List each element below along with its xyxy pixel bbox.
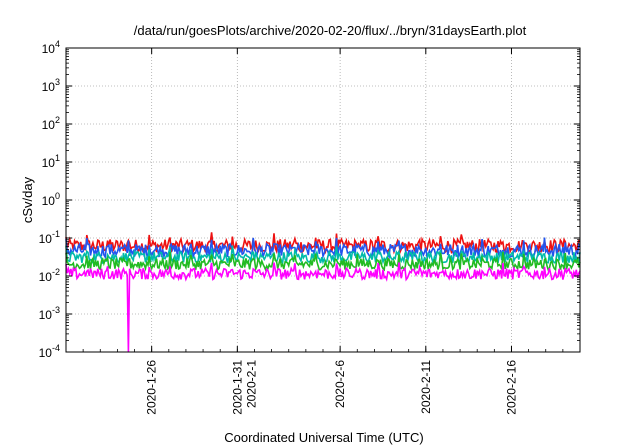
y-tick-label: 10-1 xyxy=(39,229,60,246)
series-line xyxy=(65,232,581,255)
series-line xyxy=(65,252,581,272)
chart-title: /data/run/goesPlots/archive/2020-02-20/f… xyxy=(134,23,527,38)
series-line xyxy=(65,262,581,353)
x-axis-label: Coordinated Universal Time (UTC) xyxy=(224,430,423,445)
x-tick-label: 2020-2-6 xyxy=(333,360,347,408)
x-tick-label: 2020-2-1 xyxy=(244,360,258,408)
y-tick-label: 102 xyxy=(42,115,60,132)
x-tick-label: 2020-2-11 xyxy=(419,360,433,414)
y-axis-label: cSv/day xyxy=(20,176,35,223)
y-tick-label: 10-4 xyxy=(39,343,60,360)
x-tick-label: 2020-2-16 xyxy=(504,360,518,415)
y-tick-label: 100 xyxy=(42,191,60,208)
x-tick-label: 2020-1-26 xyxy=(145,360,159,415)
grid xyxy=(66,48,580,352)
series-group xyxy=(65,232,581,353)
plot-frame xyxy=(65,47,581,353)
series-line xyxy=(65,245,581,266)
x-tick-label: 2020-1-31 xyxy=(230,360,244,415)
y-tick-label: 103 xyxy=(42,77,60,94)
x-ticks: 2020-1-26 2020-1-31 2020-2-1 2020-2-6 2020-2… xyxy=(65,48,581,415)
y-tick-label: 104 xyxy=(42,39,60,56)
y-ticks: 10-4 10-3 10-2 10-1 100 101 102 103 104 xyxy=(39,39,580,360)
y-tick-label: 101 xyxy=(42,153,60,170)
y-tick-label: 10-3 xyxy=(39,305,60,322)
y-tick-label: 10-2 xyxy=(39,267,60,284)
